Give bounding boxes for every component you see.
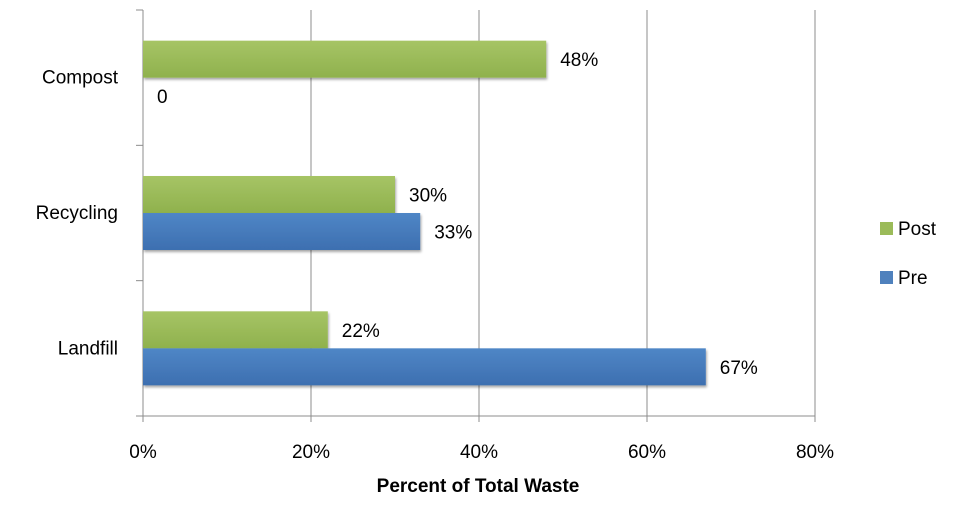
x-axis-title: Percent of Total Waste bbox=[377, 476, 580, 497]
x-tick-label: 20% bbox=[292, 442, 330, 463]
y-tick-label: Recycling bbox=[36, 203, 118, 224]
x-tick-label: 60% bbox=[628, 442, 666, 463]
legend-swatch bbox=[880, 271, 893, 284]
bar-post-landfill bbox=[143, 311, 328, 349]
y-tick-label: Landfill bbox=[58, 338, 118, 359]
y-tick-label: Compost bbox=[42, 68, 119, 89]
bar-pre-landfill bbox=[143, 348, 706, 386]
data-label: 67% bbox=[720, 358, 758, 379]
legend-swatch bbox=[880, 222, 893, 235]
legend-label: Post bbox=[898, 219, 937, 240]
data-label: 0 bbox=[157, 87, 168, 108]
x-tick-label: 80% bbox=[796, 442, 834, 463]
bars bbox=[143, 40, 706, 386]
data-label: 33% bbox=[434, 223, 472, 244]
bar-post-compost bbox=[143, 40, 547, 78]
data-label: 48% bbox=[560, 50, 598, 71]
legend-label: Pre bbox=[898, 268, 928, 289]
data-label: 22% bbox=[342, 321, 380, 342]
x-tick-label: 40% bbox=[460, 442, 498, 463]
legend: Post Pre bbox=[880, 219, 937, 289]
bar-post-recycling bbox=[143, 176, 395, 213]
x-tick-label: 0% bbox=[129, 442, 157, 463]
data-label: 30% bbox=[409, 186, 447, 207]
bar-pre-recycling bbox=[143, 213, 421, 250]
data-labels: 48% 0 30% 33% 22% 67% bbox=[157, 50, 758, 379]
